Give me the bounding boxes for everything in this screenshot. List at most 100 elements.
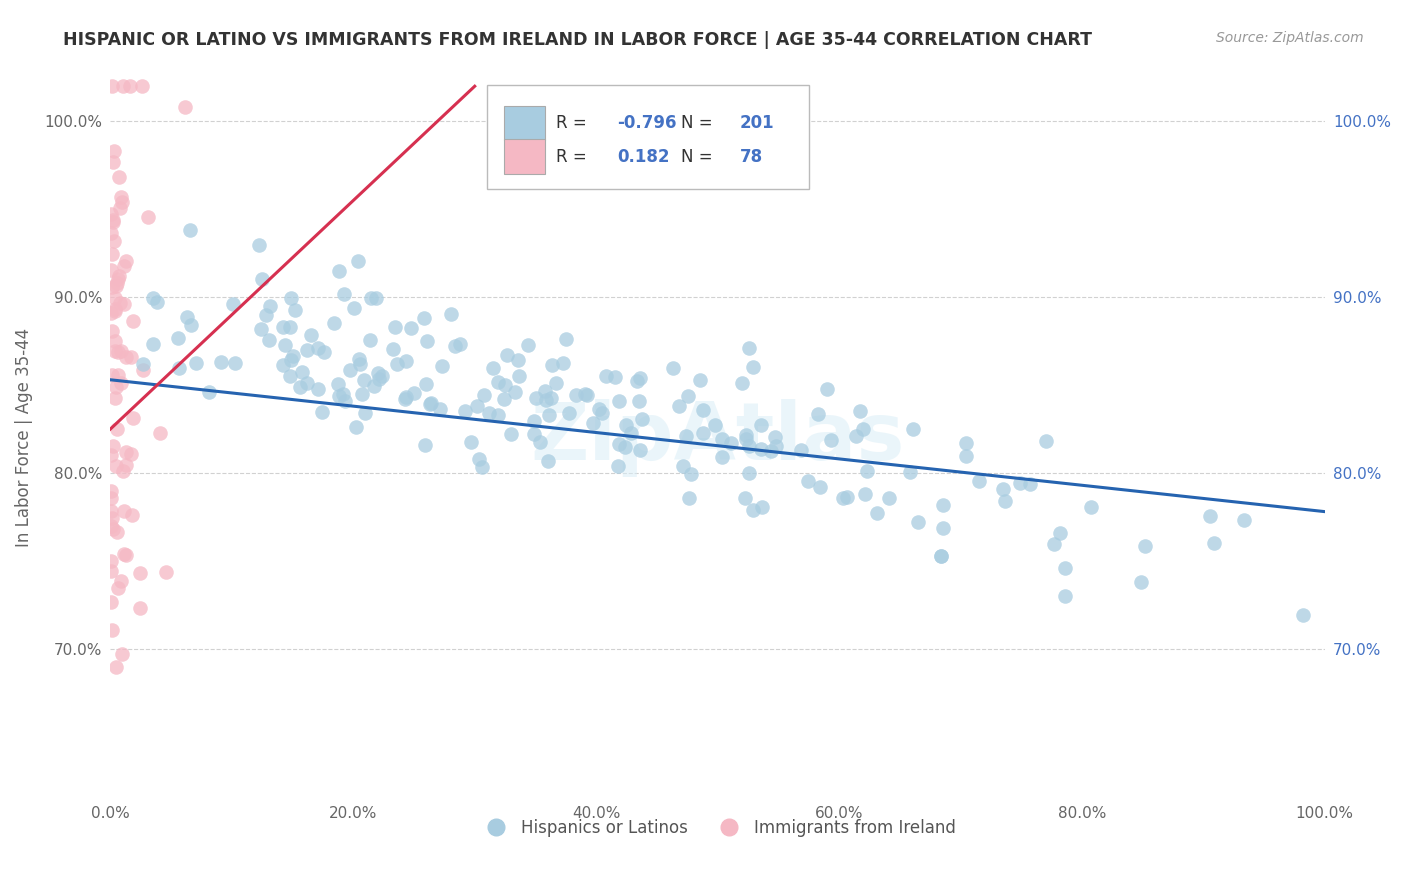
Point [352, 387, 374, 401]
Point [115, 445, 138, 459]
Point [107, 368, 129, 382]
Point [595, 368, 617, 383]
Point [460, 435, 482, 450]
Point [582, 416, 605, 430]
Point [101, 280, 124, 294]
Point [1233, 513, 1256, 527]
Point [932, 498, 955, 512]
Point [603, 370, 626, 384]
Point [808, 480, 831, 494]
Point [103, 439, 125, 453]
Point [121, 508, 143, 522]
Point [662, 361, 685, 376]
Point [689, 373, 711, 387]
Point [105, 660, 128, 674]
Point [415, 377, 437, 392]
Point [371, 369, 394, 384]
Point [104, 278, 127, 293]
Point [529, 434, 551, 449]
Point [402, 386, 425, 401]
Point [472, 388, 495, 402]
Point [1010, 475, 1032, 490]
Point [328, 263, 350, 277]
Point [100, 564, 122, 578]
Point [312, 345, 335, 359]
Point [179, 222, 201, 236]
Point [676, 389, 699, 403]
Point [100, 491, 122, 505]
Point [100, 519, 122, 533]
Point [898, 465, 921, 479]
Point [468, 452, 491, 467]
Point [121, 314, 143, 328]
Point [471, 460, 494, 475]
Point [537, 408, 560, 422]
Point [382, 342, 405, 356]
Point [326, 377, 349, 392]
Point [332, 386, 354, 401]
Text: -0.796: -0.796 [617, 114, 676, 132]
Point [734, 491, 756, 506]
Point [221, 297, 243, 311]
Point [110, 574, 132, 588]
Point [120, 350, 142, 364]
Point [101, 215, 124, 229]
Point [765, 439, 787, 453]
Point [508, 368, 530, 383]
Point [820, 434, 842, 448]
Point [731, 376, 754, 391]
Point [482, 360, 505, 375]
Point [343, 301, 366, 315]
Point [395, 390, 418, 404]
Point [105, 277, 128, 291]
Point [273, 358, 295, 372]
Point [506, 353, 529, 368]
Point [131, 79, 153, 94]
Point [588, 401, 610, 416]
Point [118, 79, 141, 94]
Point [401, 320, 423, 334]
Text: HISPANIC OR LATINO VS IMMIGRANTS FROM IRELAND IN LABOR FORCE | AGE 35-44 CORRELA: HISPANIC OR LATINO VS IMMIGRANTS FROM IR… [63, 31, 1092, 49]
Point [440, 307, 463, 321]
Point [107, 272, 129, 286]
Point [114, 549, 136, 563]
Point [107, 169, 129, 184]
Point [247, 238, 270, 252]
Point [553, 356, 575, 370]
Text: 201: 201 [740, 114, 775, 132]
Legend: Hispanics or Latinos, Immigrants from Ireland: Hispanics or Latinos, Immigrants from Ir… [472, 813, 963, 844]
Point [100, 595, 122, 609]
Point [1080, 500, 1102, 514]
Point [128, 600, 150, 615]
Point [259, 333, 281, 347]
Text: N =: N = [681, 148, 718, 166]
Point [465, 400, 488, 414]
Point [384, 319, 406, 334]
Point [385, 358, 408, 372]
Point [523, 427, 546, 442]
Point [907, 515, 929, 529]
Point [283, 349, 305, 363]
Point [101, 510, 124, 524]
Point [291, 365, 314, 379]
Point [534, 384, 557, 398]
Point [832, 491, 855, 505]
Point [759, 443, 782, 458]
Point [322, 316, 344, 330]
Point [994, 494, 1017, 508]
Point [835, 490, 858, 504]
Text: Source: ZipAtlas.com: Source: ZipAtlas.com [1216, 31, 1364, 45]
Point [101, 368, 124, 382]
Point [454, 403, 477, 417]
Point [146, 294, 169, 309]
Y-axis label: In Labor Force | Age 35-44: In Labor Force | Age 35-44 [15, 328, 32, 548]
Point [132, 362, 155, 376]
Point [108, 296, 131, 310]
Point [419, 396, 441, 410]
Point [929, 549, 952, 563]
Point [620, 426, 643, 441]
Point [209, 355, 232, 369]
Point [180, 318, 202, 333]
Point [486, 375, 509, 389]
Point [354, 406, 377, 420]
